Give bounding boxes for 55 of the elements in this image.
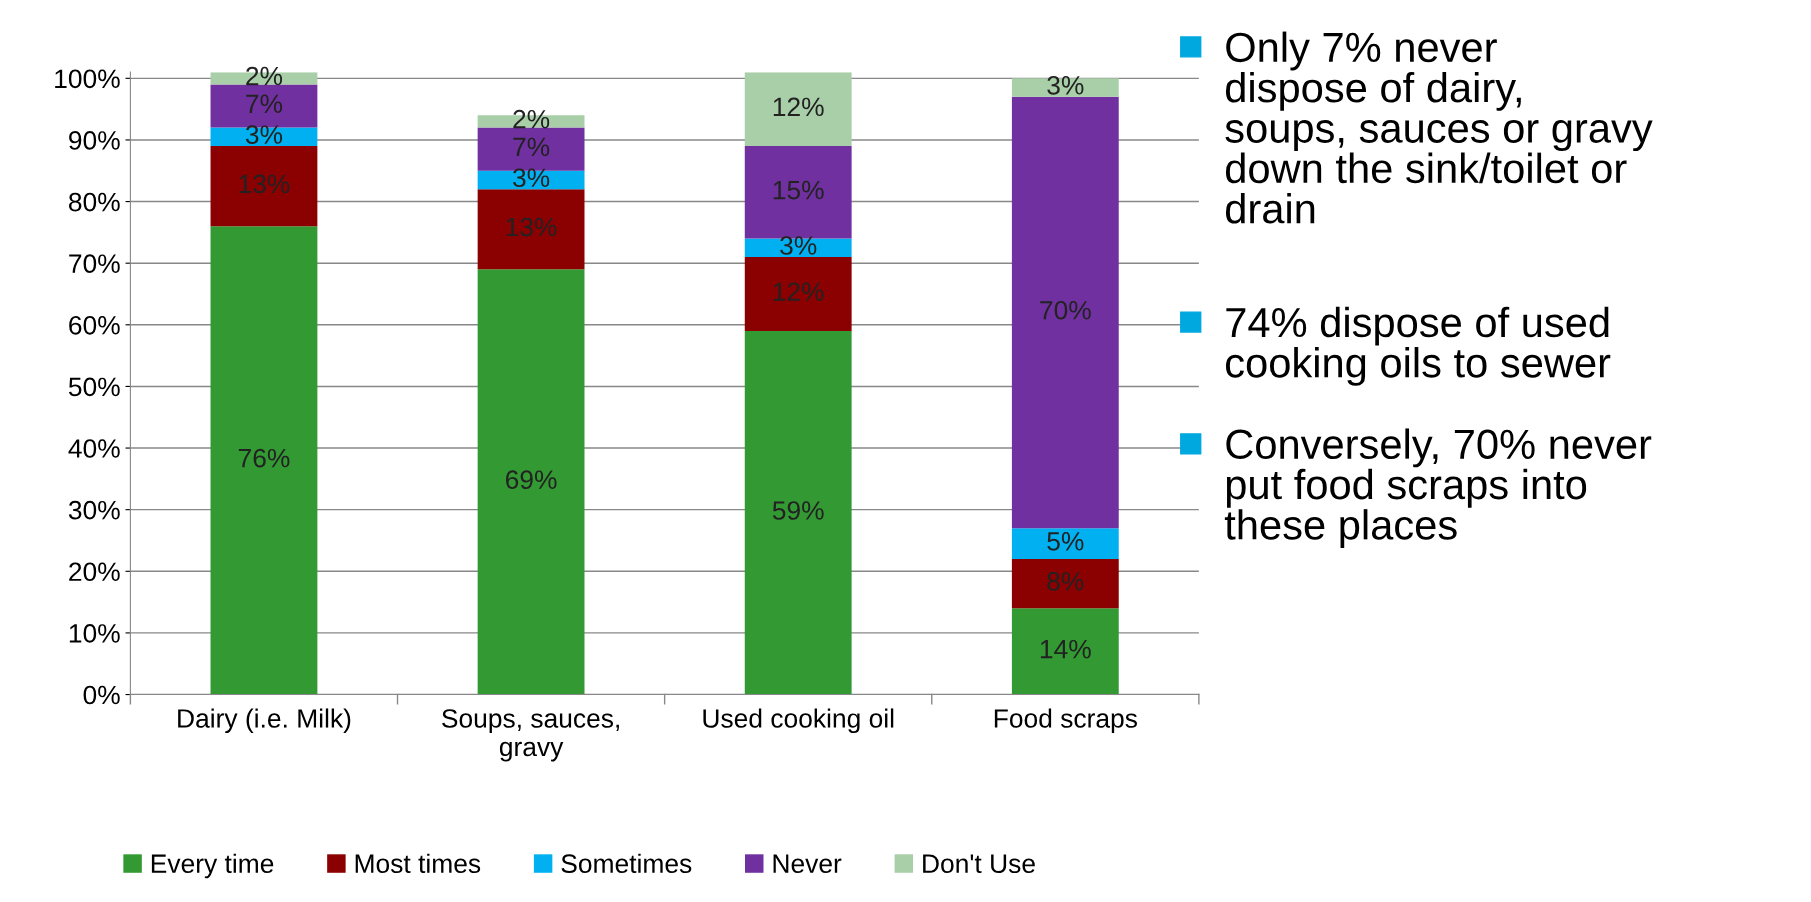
y-tick-label: 80% xyxy=(69,192,120,212)
text: Conversely, 70% never put food scraps into these places xyxy=(1224,428,1652,548)
bar xyxy=(1011,78,1119,97)
bar xyxy=(1011,608,1119,695)
y-tick-label: 20% xyxy=(69,562,120,582)
y-tick-label: 0% xyxy=(83,685,120,705)
legend-label: Most times xyxy=(355,853,481,874)
bar xyxy=(1011,528,1119,559)
y-tick-label: 100% xyxy=(55,69,120,89)
x-tick-label: Soups, sauces, gravy xyxy=(442,709,619,762)
data-label: 13% xyxy=(239,174,290,194)
data-label: 2% xyxy=(513,109,550,129)
data-label: 5% xyxy=(1047,532,1084,551)
data-label: 3% xyxy=(245,125,283,144)
data-label: 3% xyxy=(513,168,550,188)
y-tick-label: 30% xyxy=(68,500,120,520)
bar xyxy=(477,269,585,695)
x-tick-label: Dairy (i.e. Milk) xyxy=(178,708,351,734)
legend-label: Sometimes xyxy=(561,853,692,874)
data-label: 69% xyxy=(506,470,557,490)
data-label: 59% xyxy=(772,501,824,520)
data-label: 13% xyxy=(506,217,557,237)
bar xyxy=(210,226,318,695)
x-tick-label: Used cooking oil xyxy=(703,708,894,734)
bar xyxy=(210,146,318,227)
data-label: 8% xyxy=(1047,572,1084,591)
y-tick-label: 90% xyxy=(69,131,120,150)
data-label: 76% xyxy=(238,448,290,468)
text: Only 7% never dispose of dairy, soups, sauces or gravy down the sink/toilet or drain xyxy=(1225,31,1653,224)
y-tick-label: 60% xyxy=(69,315,120,335)
data-label: 3% xyxy=(780,236,817,255)
legend-label: Every time xyxy=(151,853,274,879)
y-tick-label: 50% xyxy=(68,377,120,397)
y-tick-label: 40% xyxy=(68,439,120,458)
bar xyxy=(1011,96,1119,529)
data-label: 12% xyxy=(773,97,824,117)
data-label: 12% xyxy=(773,282,824,301)
data-label: 15% xyxy=(773,180,824,200)
bar xyxy=(477,189,585,270)
data-label: 3% xyxy=(1047,75,1084,95)
data-label: 14% xyxy=(1040,639,1091,659)
bar xyxy=(744,257,852,331)
y-tick-label: 10% xyxy=(69,624,120,643)
bar xyxy=(1011,558,1119,609)
bar xyxy=(744,330,852,695)
y-tick-label: 70% xyxy=(69,254,120,274)
data-label: 70% xyxy=(1040,300,1091,320)
bar xyxy=(744,72,852,147)
legend-label: Never xyxy=(773,854,842,874)
data-label: 7% xyxy=(513,137,550,157)
x-tick-label: Food scraps xyxy=(994,708,1137,734)
data-label: 2% xyxy=(246,66,283,86)
data-label: 7% xyxy=(246,94,283,114)
text: 74% dispose of used cooking oils to sewer xyxy=(1226,306,1611,386)
legend-label: Don't Use xyxy=(923,854,1035,874)
